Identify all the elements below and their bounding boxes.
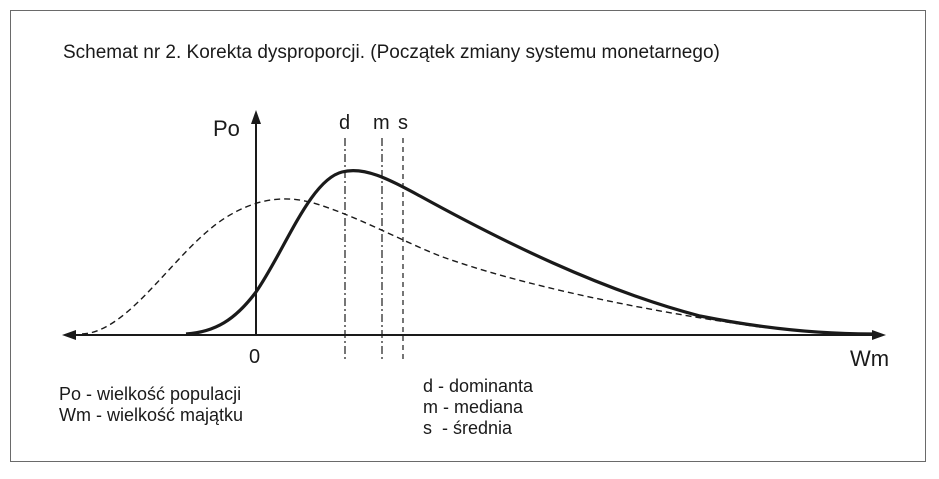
x-axis-left-arrow <box>62 330 76 340</box>
legend-po: Po - wielkość populacji <box>59 384 242 404</box>
dashed-distribution-curve <box>81 198 873 335</box>
legend-dominanta: d - dominanta <box>423 376 534 396</box>
legend-measures: d - dominanta m - mediana s - średnia <box>423 376 533 439</box>
mediana-marker-label: m <box>373 112 390 134</box>
dominanta-marker-label: d <box>339 112 351 134</box>
x-axis-right-arrow <box>872 330 886 340</box>
origin-label: 0 <box>249 346 261 368</box>
y-axis-label: Po <box>213 116 240 141</box>
legend-wm: Wm - wielkość majątku <box>59 405 244 425</box>
x-axis-label: Wm <box>850 346 890 371</box>
diagram-title: Schemat nr 2. Korekta dysproporcji. (Poc… <box>63 42 720 63</box>
diagram-frame <box>10 10 926 462</box>
srednia-marker-label: s <box>398 112 408 134</box>
y-axis-arrow <box>251 110 261 124</box>
legend-axes: Po - wielkość populacji Wm - wielkość ma… <box>59 384 243 426</box>
legend-mediana: m - mediana <box>423 397 524 417</box>
legend-srednia: s - średnia <box>423 418 513 438</box>
solid-distribution-curve <box>185 169 873 336</box>
